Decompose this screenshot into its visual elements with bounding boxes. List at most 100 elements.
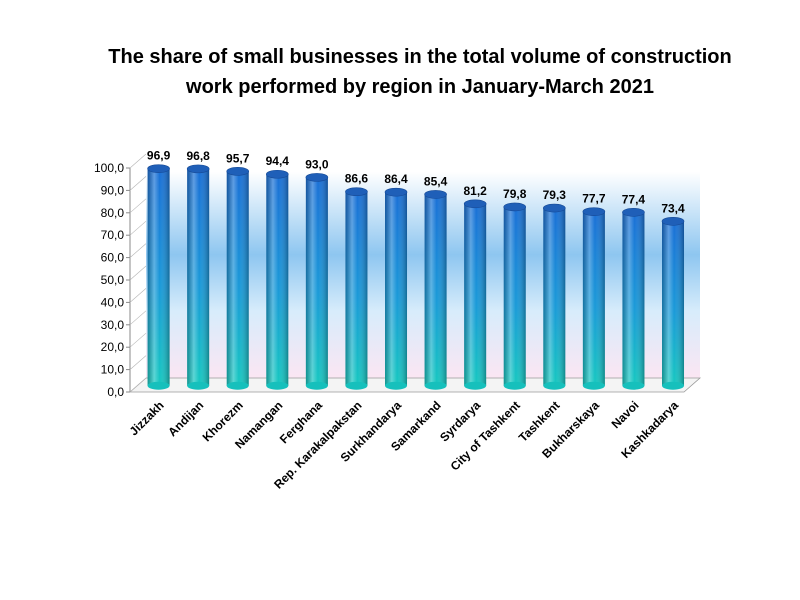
bar-top <box>582 207 606 216</box>
bar-shading <box>147 168 170 386</box>
data-label: 95,7 <box>226 151 250 165</box>
y-tick-diagonal <box>129 310 147 326</box>
y-tick-diagonal <box>129 265 147 281</box>
bar-top <box>265 169 289 179</box>
y-tick-diagonal <box>129 153 147 169</box>
bar-top <box>186 164 210 174</box>
data-label: 77,4 <box>622 192 646 206</box>
chart-title-line-2: work performed by region in January-Marc… <box>186 76 654 98</box>
data-label: 93,0 <box>305 157 329 171</box>
data-label: 86,6 <box>345 172 369 186</box>
bar-shading <box>503 206 526 386</box>
bars <box>147 164 685 390</box>
data-label: 86,4 <box>384 172 408 186</box>
bar-top <box>622 208 645 217</box>
data-label: 77,7 <box>582 192 606 206</box>
bar-base <box>503 381 526 390</box>
bar-base <box>266 381 289 390</box>
y-tick-label: 30,0 <box>101 318 125 332</box>
data-label: 94,4 <box>266 154 290 168</box>
y-tick-diagonal <box>129 355 147 370</box>
bar-shading <box>187 168 210 386</box>
bar-6 <box>384 187 408 390</box>
y-tick-label: 100,0 <box>94 161 124 175</box>
bar-shading <box>424 194 447 386</box>
bar-8 <box>463 199 487 390</box>
bar-shading <box>345 191 368 386</box>
bar-top <box>503 202 527 212</box>
chart-title: The share of small businesses in the tot… <box>60 42 780 102</box>
data-label: 79,3 <box>543 188 567 202</box>
chart-title-line-1: The share of small businesses in the tot… <box>108 46 732 68</box>
bar-shading <box>385 192 408 386</box>
data-label: 96,9 <box>147 149 171 163</box>
bar-shading <box>226 171 249 386</box>
bar-base <box>543 381 566 390</box>
bar-shading <box>543 208 566 386</box>
data-label: 81,2 <box>463 184 487 198</box>
bar-11 <box>582 207 606 390</box>
bar-shading <box>622 212 645 386</box>
bar-shading <box>464 203 487 386</box>
y-tick-label: 70,0 <box>101 228 125 242</box>
y-tick-label: 20,0 <box>101 340 125 354</box>
y-tick-diagonal <box>129 176 147 191</box>
bar-top <box>345 187 368 197</box>
bar-shading <box>662 221 685 386</box>
y-tick-label: 80,0 <box>101 206 125 220</box>
bar-4 <box>305 173 329 390</box>
bar-top <box>424 190 447 199</box>
floor <box>128 377 702 393</box>
bar-base <box>226 381 249 390</box>
category-label: Jizzakh <box>127 398 167 438</box>
bar-base <box>187 381 210 390</box>
bar-base <box>385 381 408 390</box>
bar-13 <box>661 216 685 390</box>
y-tick-diagonal <box>129 332 147 348</box>
category-label: Navoi <box>609 398 642 431</box>
bar-0 <box>147 164 170 390</box>
bar-base <box>305 381 328 390</box>
bar-top <box>147 164 170 173</box>
bar-9 <box>503 202 527 390</box>
y-tick-label: 40,0 <box>101 295 125 309</box>
data-label: 73,4 <box>661 201 685 215</box>
bar-top <box>661 216 685 226</box>
data-label: 96,8 <box>186 149 210 163</box>
bar-top <box>384 187 408 197</box>
bar-base <box>345 381 368 390</box>
bar-5 <box>345 187 368 390</box>
y-tick-label: 50,0 <box>101 273 125 287</box>
y-tick-diagonal <box>129 198 147 214</box>
bar-12 <box>622 208 645 390</box>
bar-shading <box>582 211 605 386</box>
bar-base <box>147 381 170 390</box>
y-tick-label: 90,0 <box>101 183 125 197</box>
y-tick-diagonal <box>129 220 147 236</box>
bar-base <box>582 381 605 390</box>
bar-3 <box>265 169 289 390</box>
bar-base <box>424 381 447 390</box>
y-tick-label: 0,0 <box>107 385 124 399</box>
y-tick-label: 60,0 <box>101 251 125 265</box>
y-tick-label: 10,0 <box>101 363 125 377</box>
bar-top <box>542 203 566 213</box>
bar-top <box>226 167 250 176</box>
bar-shading <box>305 177 328 386</box>
bar-1 <box>186 164 210 390</box>
bar-top <box>305 173 329 182</box>
bar-10 <box>542 203 566 390</box>
bar-base <box>464 381 487 390</box>
bar-shading <box>266 174 289 386</box>
bar-top <box>463 199 487 209</box>
y-tick-diagonal <box>129 377 147 393</box>
bar-base <box>662 381 685 390</box>
data-label: 85,4 <box>424 174 448 188</box>
y-tick-diagonal <box>129 243 147 258</box>
y-tick-diagonal <box>129 288 147 303</box>
category-label: City of Tashkent <box>448 398 523 473</box>
data-label: 79,8 <box>503 187 527 201</box>
bar-base <box>622 381 645 390</box>
bar-7 <box>424 190 447 390</box>
